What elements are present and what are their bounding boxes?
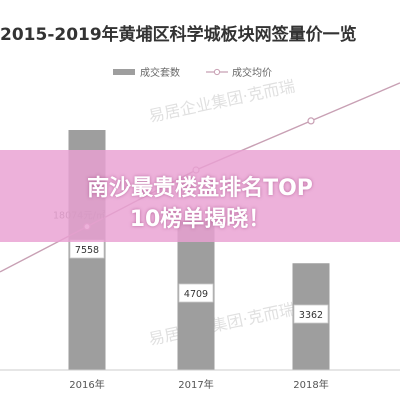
bar-data-label-box xyxy=(178,283,214,303)
x-tick-label: 2018年 xyxy=(293,378,328,391)
line-point-2018年 xyxy=(307,117,315,125)
legend-marker-line xyxy=(213,68,221,76)
bar-data-label: 7558 xyxy=(75,245,99,256)
x-tick-label: 2017年 xyxy=(178,378,213,391)
chart-title: 2015-2019年黄埔区科学城板块网签量价一览 xyxy=(0,25,357,45)
overlay-text-line2: 10榜单揭晓！ xyxy=(129,207,271,232)
x-tick-label: 2016年 xyxy=(69,378,104,391)
watermark-text: 易居企业集团·克而瑞 xyxy=(147,299,297,349)
bar-data-label: 4709 xyxy=(184,289,208,300)
overlay-text-line1: 南沙最贵楼盘排名TOP xyxy=(87,176,313,201)
legend-label-line: 成交均价 xyxy=(232,66,272,79)
legend-swatch-bar xyxy=(113,69,135,75)
bar-data-label-box xyxy=(293,304,329,324)
watermark-text: 易居企业集团·克而瑞 xyxy=(147,76,297,126)
overlay-banner xyxy=(0,150,400,242)
bar-data-label: 3362 xyxy=(299,310,323,321)
legend-label-bar: 成交套数 xyxy=(140,66,180,79)
